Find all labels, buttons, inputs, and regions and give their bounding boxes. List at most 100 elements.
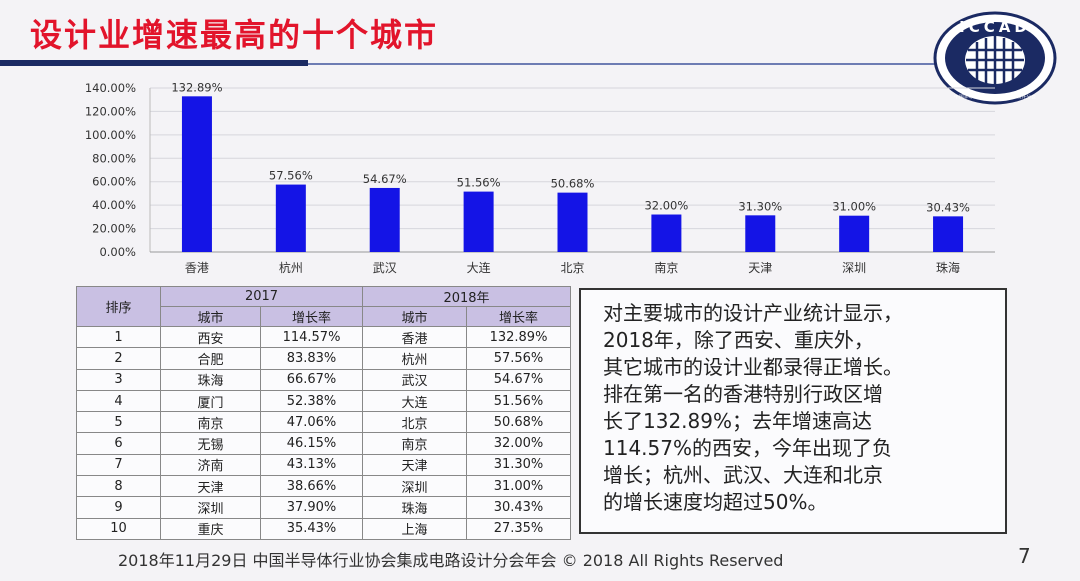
footer-text: 2018年11月29日 中国半导体行业协会集成电路设计分会年会 © 2018 A… <box>118 551 784 570</box>
city-2017-cell: 南京 <box>160 411 261 434</box>
rate-2018-cell: 51.56% <box>466 389 571 413</box>
summary-line: 排在第一名的香港特别行政区增 <box>603 382 883 406</box>
rate-2018-cell: 31.30% <box>466 453 571 477</box>
rate-2018-cell: 132.89% <box>466 325 571 349</box>
table-row: 1 西安 114.57% 香港 132.89% <box>76 325 571 349</box>
city-2017-cell: 天津 <box>160 475 261 498</box>
y-tick-label: 60.00% <box>92 175 136 189</box>
rank-cell: 6 <box>76 432 161 455</box>
summary-line: 长了132.89%；去年增速高达 <box>603 409 872 433</box>
rate-2018-cell: 31.00% <box>466 475 571 498</box>
summary-line: 其它城市的设计业都录得正增长。 <box>603 355 903 379</box>
city-2017-header: 城市 <box>160 306 261 327</box>
x-tick-label: 杭州 <box>279 260 303 275</box>
slide-title: 设计业增速最高的十个城市 <box>30 16 439 54</box>
data-label: 51.56% <box>457 176 501 190</box>
city-2017-cell: 厦门 <box>160 389 261 413</box>
city-2018-cell: 南京 <box>362 432 467 455</box>
bar <box>181 96 212 252</box>
x-tick-label: 香港 <box>185 261 209 275</box>
bar <box>745 215 776 252</box>
table-row: 2 合肥 83.83% 杭州 57.56% <box>76 347 571 370</box>
table-row: 6 无锡 46.15% 南京 32.00% <box>76 432 571 455</box>
data-label: 32.00% <box>644 199 688 213</box>
rank-header: 排序 <box>76 286 161 327</box>
ranking-table: 排序 2017 2018年 城市 增长率 城市 增长率 1 西安 114.57% 香港… <box>76 286 571 541</box>
city-2017-cell: 西安 <box>160 325 261 349</box>
city-2017-cell: 重庆 <box>160 517 261 541</box>
summary-line: 114.57%的西安，今年出现了负 <box>603 436 892 460</box>
year-2018-header: 2018年 <box>362 286 571 307</box>
rate-2017-cell: 47.06% <box>260 411 363 434</box>
rate-2017-cell: 38.66% <box>260 475 363 498</box>
city-2018-header: 城市 <box>362 306 467 327</box>
x-tick-label: 深圳 <box>842 261 866 275</box>
bar <box>839 215 870 252</box>
city-2018-cell: 上海 <box>362 517 467 541</box>
logo-text: ICCAD <box>959 18 1031 36</box>
city-2018-cell: 武汉 <box>362 368 467 391</box>
x-tick-label: 武汉 <box>373 261 397 275</box>
bar <box>275 184 306 252</box>
table-row: 7 济南 43.13% 天津 31.30% <box>76 453 571 477</box>
city-2018-cell: 珠海 <box>362 496 467 519</box>
table-row: 8 天津 38.66% 深圳 31.00% <box>76 475 571 498</box>
city-2017-cell: 合肥 <box>160 347 261 370</box>
bar <box>557 192 588 252</box>
rank-cell: 10 <box>76 517 161 541</box>
title-underline-light <box>308 63 938 65</box>
summary-textbox: 对主要城市的设计产业统计显示， 2018年，除了西安、重庆外， 其它城市的设计业… <box>579 288 1007 534</box>
rate-2017-cell: 114.57% <box>260 325 363 349</box>
rank-cell: 8 <box>76 475 161 498</box>
rate-2017-cell: 35.43% <box>260 517 363 541</box>
growth-bar-chart: 0.00% 20.00% 40.00% 60.00% 80.00% 100.00% 120.… <box>85 80 995 275</box>
y-tick-label: 80.00% <box>92 151 136 165</box>
x-tick-label: 天津 <box>748 261 772 275</box>
rate-2017-cell: 66.67% <box>260 368 363 391</box>
table-row: 4 厦门 52.38% 大连 51.56% <box>76 389 571 413</box>
city-2018-cell: 香港 <box>362 325 467 349</box>
rate-2017-cell: 37.90% <box>260 496 363 519</box>
y-tick-label: 20.00% <box>92 222 136 236</box>
city-2017-cell: 济南 <box>160 453 261 477</box>
x-tick-label: 珠海 <box>936 260 960 275</box>
x-tick-label: 北京 <box>560 261 584 275</box>
bar <box>369 187 400 252</box>
page-number: 7 <box>1018 544 1031 568</box>
rate-2017-cell: 52.38% <box>260 389 363 413</box>
summary-line: 增长；杭州、武汉、大连和北京 <box>603 463 883 487</box>
summary-line: 2018年，除了西安、重庆外， <box>603 328 874 352</box>
year-2017-header: 2017 <box>160 286 363 307</box>
rate-2018-cell: 27.35% <box>466 517 571 541</box>
bar <box>651 214 682 252</box>
rate-2017-cell: 83.83% <box>260 347 363 370</box>
summary-line: 的增长速度均超过50%。 <box>603 490 828 514</box>
city-2018-cell: 天津 <box>362 453 467 477</box>
city-2017-cell: 珠海 <box>160 368 261 391</box>
ranking-table-body: 1 西安 114.57% 香港 132.89% 2 合肥 83.83% 杭州 57.56% 3 珠海 6… <box>76 325 571 541</box>
data-label: 54.67% <box>363 172 407 186</box>
city-2018-cell: 大连 <box>362 389 467 413</box>
x-tick-label: 大连 <box>467 260 491 275</box>
city-2017-cell: 深圳 <box>160 496 261 519</box>
data-label: 31.00% <box>832 200 876 214</box>
city-2017-cell: 无锡 <box>160 432 261 455</box>
rate-2018-cell: 32.00% <box>466 432 571 455</box>
rate-2018-cell: 54.67% <box>466 368 571 391</box>
data-label: 132.89% <box>171 80 222 94</box>
y-tick-label: 120.00% <box>85 104 136 118</box>
y-tick-label: 100.00% <box>85 128 136 142</box>
rate-2018-header: 增长率 <box>466 306 571 327</box>
rank-cell: 4 <box>76 389 161 413</box>
y-tick-label: 0.00% <box>99 245 136 259</box>
rate-2017-cell: 43.13% <box>260 453 363 477</box>
logo-ring-text: 中国半导体行业协会集成电路设计分会 <box>954 93 1036 99</box>
rate-2018-cell: 50.68% <box>466 411 571 434</box>
rate-2017-header: 增长率 <box>260 306 363 327</box>
ranking-table-wrap: 排序 2017 2018年 城市 增长率 城市 增长率 1 西安 114.57% 香港… <box>76 286 571 541</box>
bar <box>933 216 964 252</box>
title-underline-dark <box>0 60 308 66</box>
table-row: 3 珠海 66.67% 武汉 54.67% <box>76 368 571 391</box>
bar <box>463 191 494 252</box>
rank-cell: 1 <box>76 325 161 349</box>
